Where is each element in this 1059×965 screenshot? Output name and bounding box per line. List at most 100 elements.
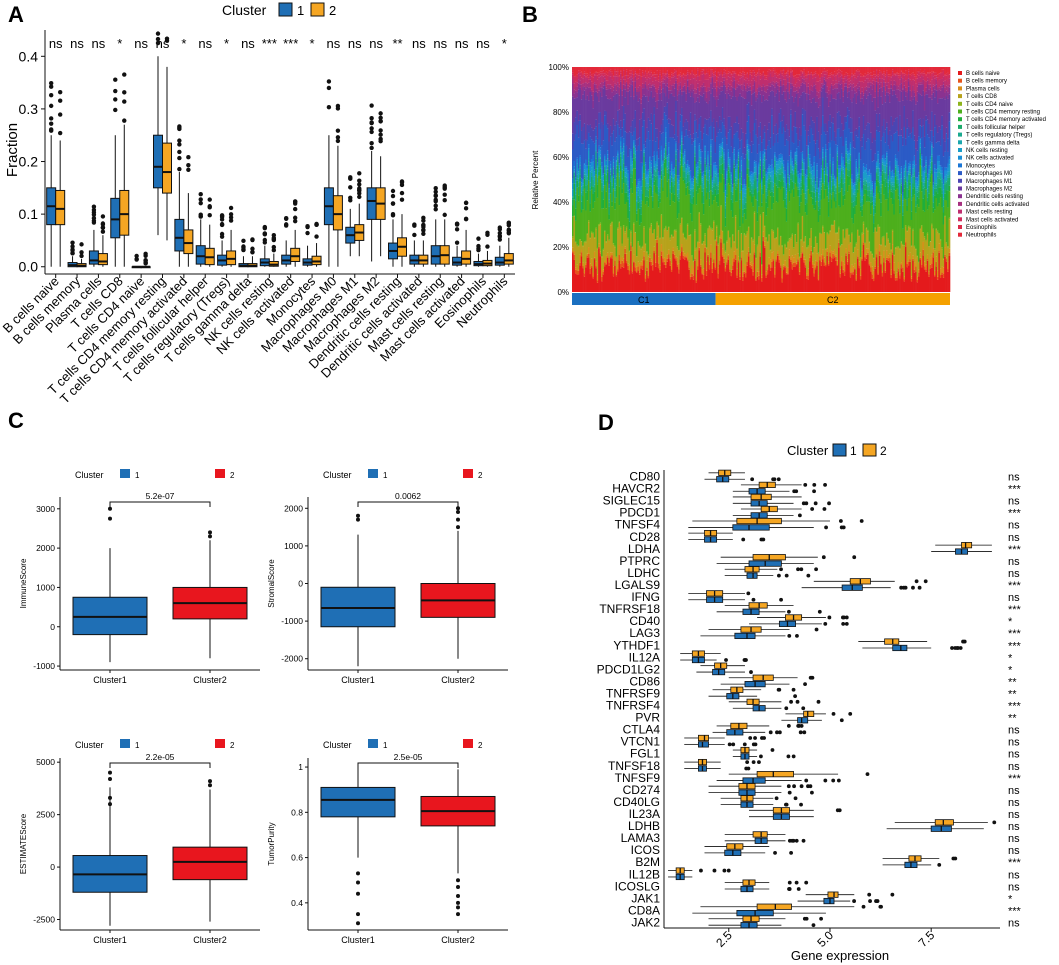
stack-segment — [672, 75, 675, 78]
stack-segment — [797, 189, 800, 197]
stack-segment — [830, 199, 833, 209]
stack-segment — [663, 176, 666, 229]
box-c1-15-box — [366, 187, 377, 220]
stack-segment — [862, 224, 865, 234]
stack-segment — [781, 282, 784, 292]
stack-segment — [622, 89, 625, 107]
stack-segment — [781, 172, 784, 180]
stack-segment — [624, 231, 627, 234]
stack-segment — [749, 70, 752, 73]
stack-segment — [769, 176, 772, 182]
stack-segment — [692, 133, 695, 142]
stack-segment — [766, 89, 769, 101]
stack-segment — [646, 251, 648, 253]
stack-segment — [745, 273, 747, 278]
stack-segment — [820, 73, 823, 74]
stack-segment — [753, 172, 756, 177]
stack-segment — [603, 81, 606, 86]
stack-segment — [606, 169, 609, 173]
outlier-point — [134, 256, 139, 262]
stack-segment — [577, 67, 580, 71]
stack-segment — [603, 173, 606, 186]
stack-segment — [685, 254, 688, 257]
stack-segment — [631, 273, 634, 292]
stack-segment — [721, 82, 724, 87]
stack-segment — [823, 257, 826, 263]
stack-segment — [724, 86, 727, 94]
stack-segment — [589, 171, 592, 183]
box-c1-6-box — [174, 218, 185, 252]
stack-segment — [710, 70, 712, 78]
stack-segment — [830, 225, 833, 251]
stack-segment — [775, 164, 778, 172]
stack-segment — [864, 260, 866, 292]
stack-segment — [746, 104, 749, 122]
stack-segment — [734, 166, 737, 170]
stack-segment — [643, 228, 645, 252]
stack-segment — [692, 90, 695, 98]
stack-segment — [689, 90, 692, 97]
stack-segment — [608, 184, 611, 189]
stack-segment — [768, 264, 771, 292]
stack-segment — [573, 67, 576, 76]
stack-segment — [775, 134, 778, 158]
stack-segment — [765, 215, 768, 238]
stack-segment — [829, 166, 832, 177]
stack-segment — [752, 173, 755, 180]
stack-segment — [615, 257, 618, 267]
stack-segment — [829, 75, 832, 78]
outlier-point — [335, 128, 341, 133]
stack-segment — [657, 263, 660, 269]
stack-segment — [576, 244, 579, 247]
stack-segment — [592, 176, 595, 180]
stack-segment — [672, 201, 675, 237]
stack-segment — [779, 174, 782, 182]
stack-segment — [637, 261, 640, 267]
stack-segment — [608, 202, 611, 207]
stack-segment — [596, 274, 599, 281]
stack-segment — [755, 96, 757, 102]
stack-segment — [702, 241, 705, 269]
stack-segment — [774, 238, 776, 239]
stack-segment — [659, 192, 661, 199]
stack-segment — [787, 129, 789, 141]
y-tick-label: 0.4 — [19, 48, 39, 64]
stack-segment — [695, 182, 698, 191]
stack-segment — [651, 85, 654, 99]
stack-segment — [714, 183, 717, 190]
stack-segment — [689, 213, 692, 235]
stack-segment — [794, 155, 797, 159]
stack-segment — [772, 186, 775, 193]
outlier-point — [421, 215, 426, 221]
stack-segment — [704, 86, 707, 92]
stack-segment — [603, 78, 606, 82]
stack-segment — [842, 102, 845, 131]
stack-segment — [692, 188, 695, 193]
stack-segment — [819, 78, 821, 81]
stack-segment — [797, 86, 800, 93]
stack-segment — [766, 80, 769, 86]
stack-segment — [663, 153, 666, 157]
stack-segment — [771, 267, 773, 292]
stack-segment — [769, 67, 772, 70]
stack-segment — [726, 258, 728, 263]
stack-segment — [854, 75, 856, 78]
stack-segment — [657, 256, 660, 264]
stack-segment — [854, 86, 856, 91]
stack-segment — [763, 156, 766, 161]
stack-segment — [859, 178, 862, 182]
stack-segment — [761, 180, 763, 183]
stack-segment — [583, 169, 586, 172]
stack-segment — [814, 205, 817, 210]
stack-segment — [788, 201, 791, 239]
stack-segment — [608, 262, 611, 266]
stack-segment — [628, 195, 631, 204]
stack-segment — [665, 80, 667, 86]
stack-segment — [779, 153, 782, 159]
stack-segment — [701, 274, 704, 292]
stack-segment — [580, 90, 583, 100]
stack-segment — [587, 222, 590, 248]
stack-segment — [606, 236, 609, 253]
stack-segment — [731, 188, 734, 192]
stack-segment — [856, 67, 859, 70]
